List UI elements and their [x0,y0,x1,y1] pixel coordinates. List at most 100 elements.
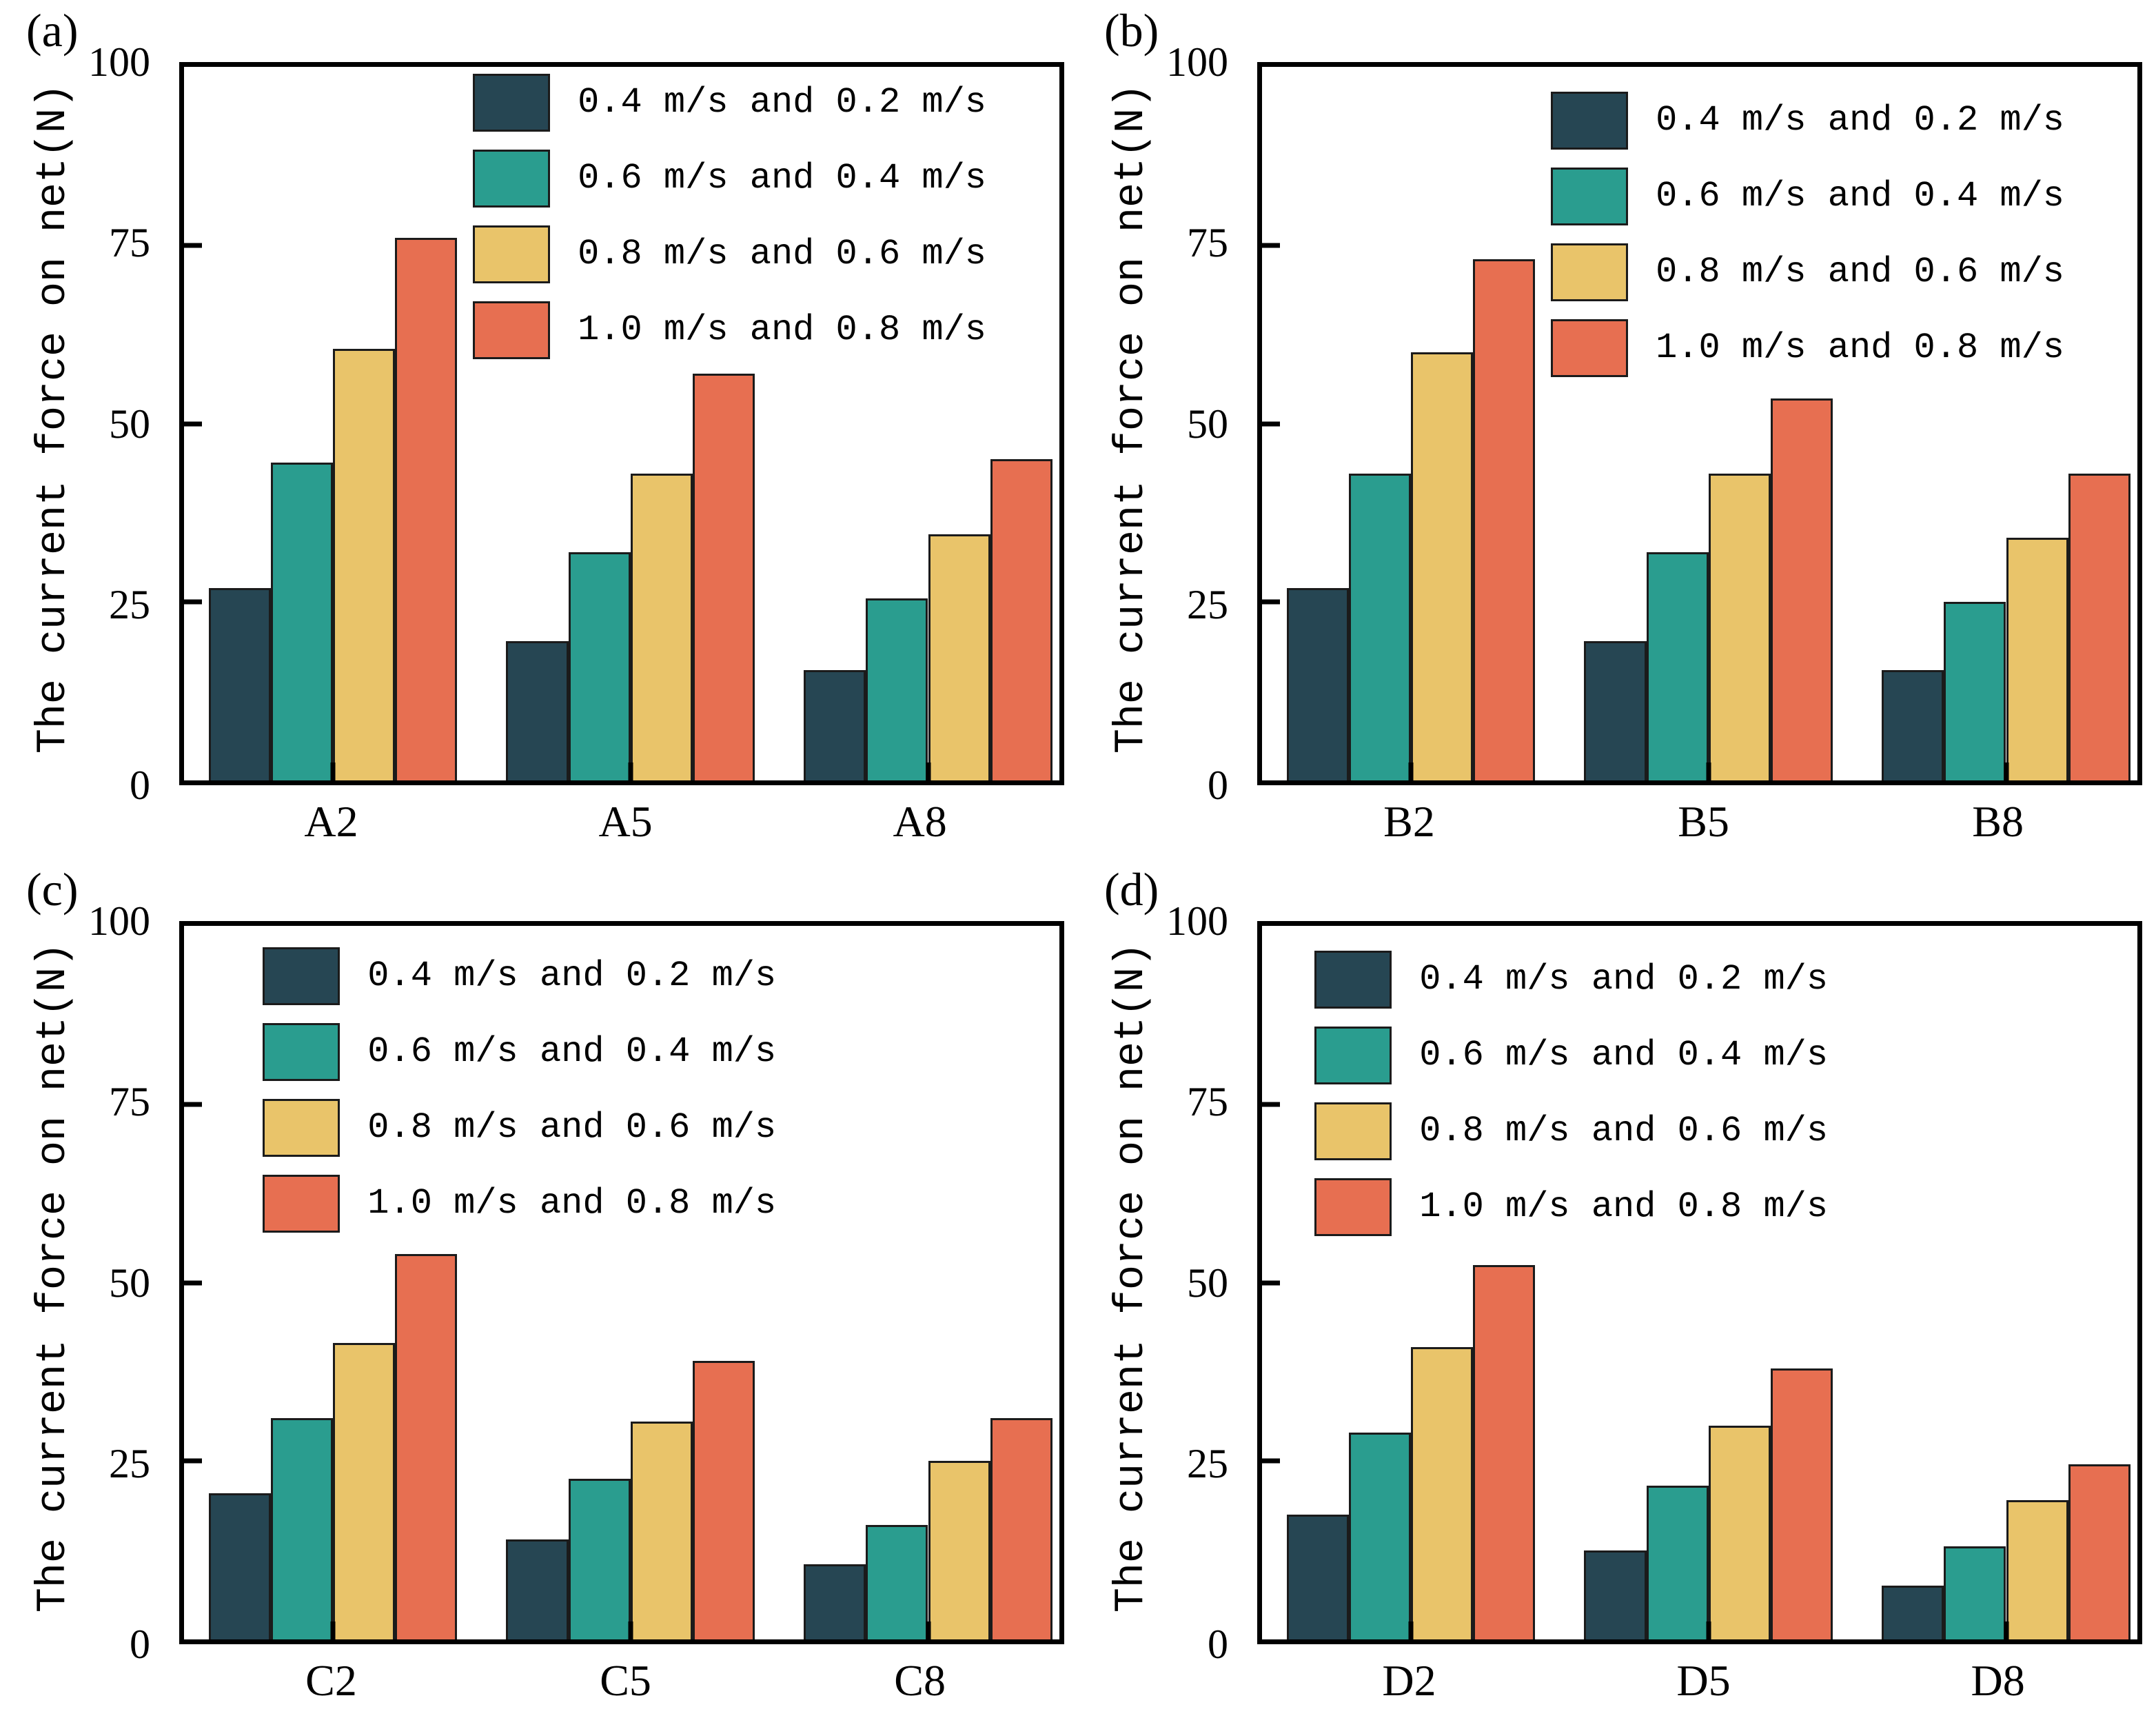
y-tick-mark [184,1102,202,1107]
bar-B8-series1 [1882,669,1944,780]
plot-area: 0.4 m/s and 0.2 m/s 0.6 m/s and 0.4 m/s 0.… [179,921,1064,1644]
bar-B2-series1 [1286,587,1349,780]
y-tick-labels: 0 25 50 75 100 [0,41,165,806]
x-tick-mark [1706,1621,1711,1639]
legend-swatch [263,947,340,1006]
legend-swatch [1551,92,1629,150]
legend-label: 0.8 m/s and 0.6 m/s [578,234,986,275]
y-tick-label: 50 [1187,1260,1228,1306]
plot-area: 0.4 m/s and 0.2 m/s 0.6 m/s and 0.4 m/s 0.… [1257,62,2142,785]
y-tick-mark [1262,1458,1280,1464]
y-tick-label: 25 [109,581,150,627]
bar-D5-series4 [1770,1368,1833,1639]
bar-D8-series2 [1944,1546,2006,1639]
y-tick-label: 0 [1208,1621,1228,1667]
legend-swatch [473,301,551,360]
legend-label: 1.0 m/s and 0.8 m/s [367,1183,777,1224]
plot-area: 0.4 m/s and 0.2 m/s 0.6 m/s and 0.4 m/s 0.… [179,62,1064,785]
plot-area: 0.4 m/s and 0.2 m/s 0.6 m/s and 0.4 m/s 0.… [1257,921,2142,1644]
legend: 0.4 m/s and 0.2 m/s 0.6 m/s and 0.4 m/s 0.… [263,947,776,1233]
bar-A5-series2 [568,552,631,780]
panel-letter: (d) [1104,863,1159,916]
x-tick-mark [2004,762,2008,780]
legend-swatch [1314,1102,1392,1161]
y-tick-label: 75 [109,220,150,266]
legend-label: 0.4 m/s and 0.2 m/s [1419,959,1829,1000]
x-category-labels: C2 C5 C8 [184,1659,1050,1711]
bar-A5-series3 [630,473,693,780]
legend-label: 1.0 m/s and 0.8 m/s [578,310,986,351]
bar-C5-series4 [692,1361,755,1639]
y-tick-label: 75 [109,1079,150,1125]
legend-swatch [1551,243,1629,302]
bar-A8-series3 [928,534,990,780]
bar-C5-series3 [630,1422,693,1639]
x-tick-mark [628,1621,633,1639]
y-tick-mark [1262,421,1280,426]
legend-label: 0.4 m/s and 0.2 m/s [1656,100,2064,141]
legend-item: 0.8 m/s and 0.6 m/s [473,225,986,284]
x-category-label: A8 [893,797,947,846]
x-category-label: C2 [305,1656,357,1705]
legend-label: 0.8 m/s and 0.6 m/s [367,1107,777,1149]
bar-B5-series4 [1770,398,1833,780]
legend-item: 0.8 m/s and 0.6 m/s [263,1099,777,1158]
bar-C2-series3 [332,1343,396,1639]
legend-label: 0.6 m/s and 0.4 m/s [367,1031,777,1073]
y-tick-label: 100 [88,39,150,85]
bar-B5-series1 [1584,641,1647,780]
bar-D2-series4 [1473,1264,1536,1639]
bar-B8-series3 [2006,538,2068,780]
bar-B5-series2 [1646,552,1709,780]
plot-inner: 0.4 m/s and 0.2 m/s 0.6 m/s and 0.4 m/s 0.… [1262,926,2137,1639]
x-category-label: D5 [1676,1656,1731,1705]
legend-label: 0.4 m/s and 0.2 m/s [367,956,777,997]
legend-item: 1.0 m/s and 0.8 m/s [263,1175,776,1233]
legend-swatch [473,74,551,132]
legend-swatch [473,150,551,208]
x-tick-mark [2004,1621,2008,1639]
legend: 0.4 m/s and 0.2 m/s 0.6 m/s and 0.4 m/s 0.… [1551,92,2064,378]
legend-label: 0.6 m/s and 0.4 m/s [1419,1035,1829,1076]
x-category-labels: A2 A5 A8 [184,800,1050,852]
legend-swatch [263,1175,340,1233]
legend-swatch [1314,951,1392,1009]
bar-A5-series1 [506,641,569,780]
legend-label: 0.8 m/s and 0.6 m/s [1656,252,2064,293]
x-tick-mark [926,1621,930,1639]
x-category-label: C5 [600,1656,651,1705]
bar-C8-series3 [928,1461,990,1639]
legend-item: 1.0 m/s and 0.8 m/s [473,301,986,360]
y-tick-label: 25 [1187,1440,1228,1486]
y-tick-mark [184,243,202,248]
x-category-label: A2 [304,797,358,846]
plot-inner: 0.4 m/s and 0.2 m/s 0.6 m/s and 0.4 m/s 0.… [184,926,1059,1639]
y-tick-mark [184,1280,202,1285]
bar-A2-series1 [208,587,271,780]
y-tick-label: 50 [109,1260,150,1306]
x-category-label: D2 [1382,1656,1436,1705]
legend-label: 0.8 m/s and 0.6 m/s [1419,1111,1829,1152]
bar-A2-series3 [332,348,396,780]
y-tick-mark [1262,1102,1280,1107]
legend-item: 0.4 m/s and 0.2 m/s [1314,951,1828,1009]
y-tick-labels: 0 25 50 75 100 [1078,900,1243,1665]
bar-C2-series4 [395,1254,458,1639]
y-tick-label: 100 [88,898,150,944]
bar-D8-series4 [2068,1464,2130,1639]
legend-swatch [473,225,551,284]
legend: 0.4 m/s and 0.2 m/s 0.6 m/s and 0.4 m/s 0.… [1314,951,1829,1237]
x-tick-mark [1408,1621,1414,1639]
bar-A8-series2 [866,598,928,780]
y-tick-label: 100 [1166,39,1228,85]
y-tick-label: 50 [1187,401,1228,447]
bar-A5-series4 [692,374,755,780]
y-tick-mark [1262,599,1280,605]
y-tick-label: 50 [109,401,150,447]
bar-D2-series2 [1348,1432,1411,1639]
bar-D2-series1 [1286,1514,1349,1639]
bar-D8-series3 [2006,1500,2068,1639]
legend-swatch [1551,168,1629,226]
legend-item: 0.4 m/s and 0.2 m/s [1551,92,2064,150]
legend-item: 0.6 m/s and 0.4 m/s [1314,1027,1829,1085]
